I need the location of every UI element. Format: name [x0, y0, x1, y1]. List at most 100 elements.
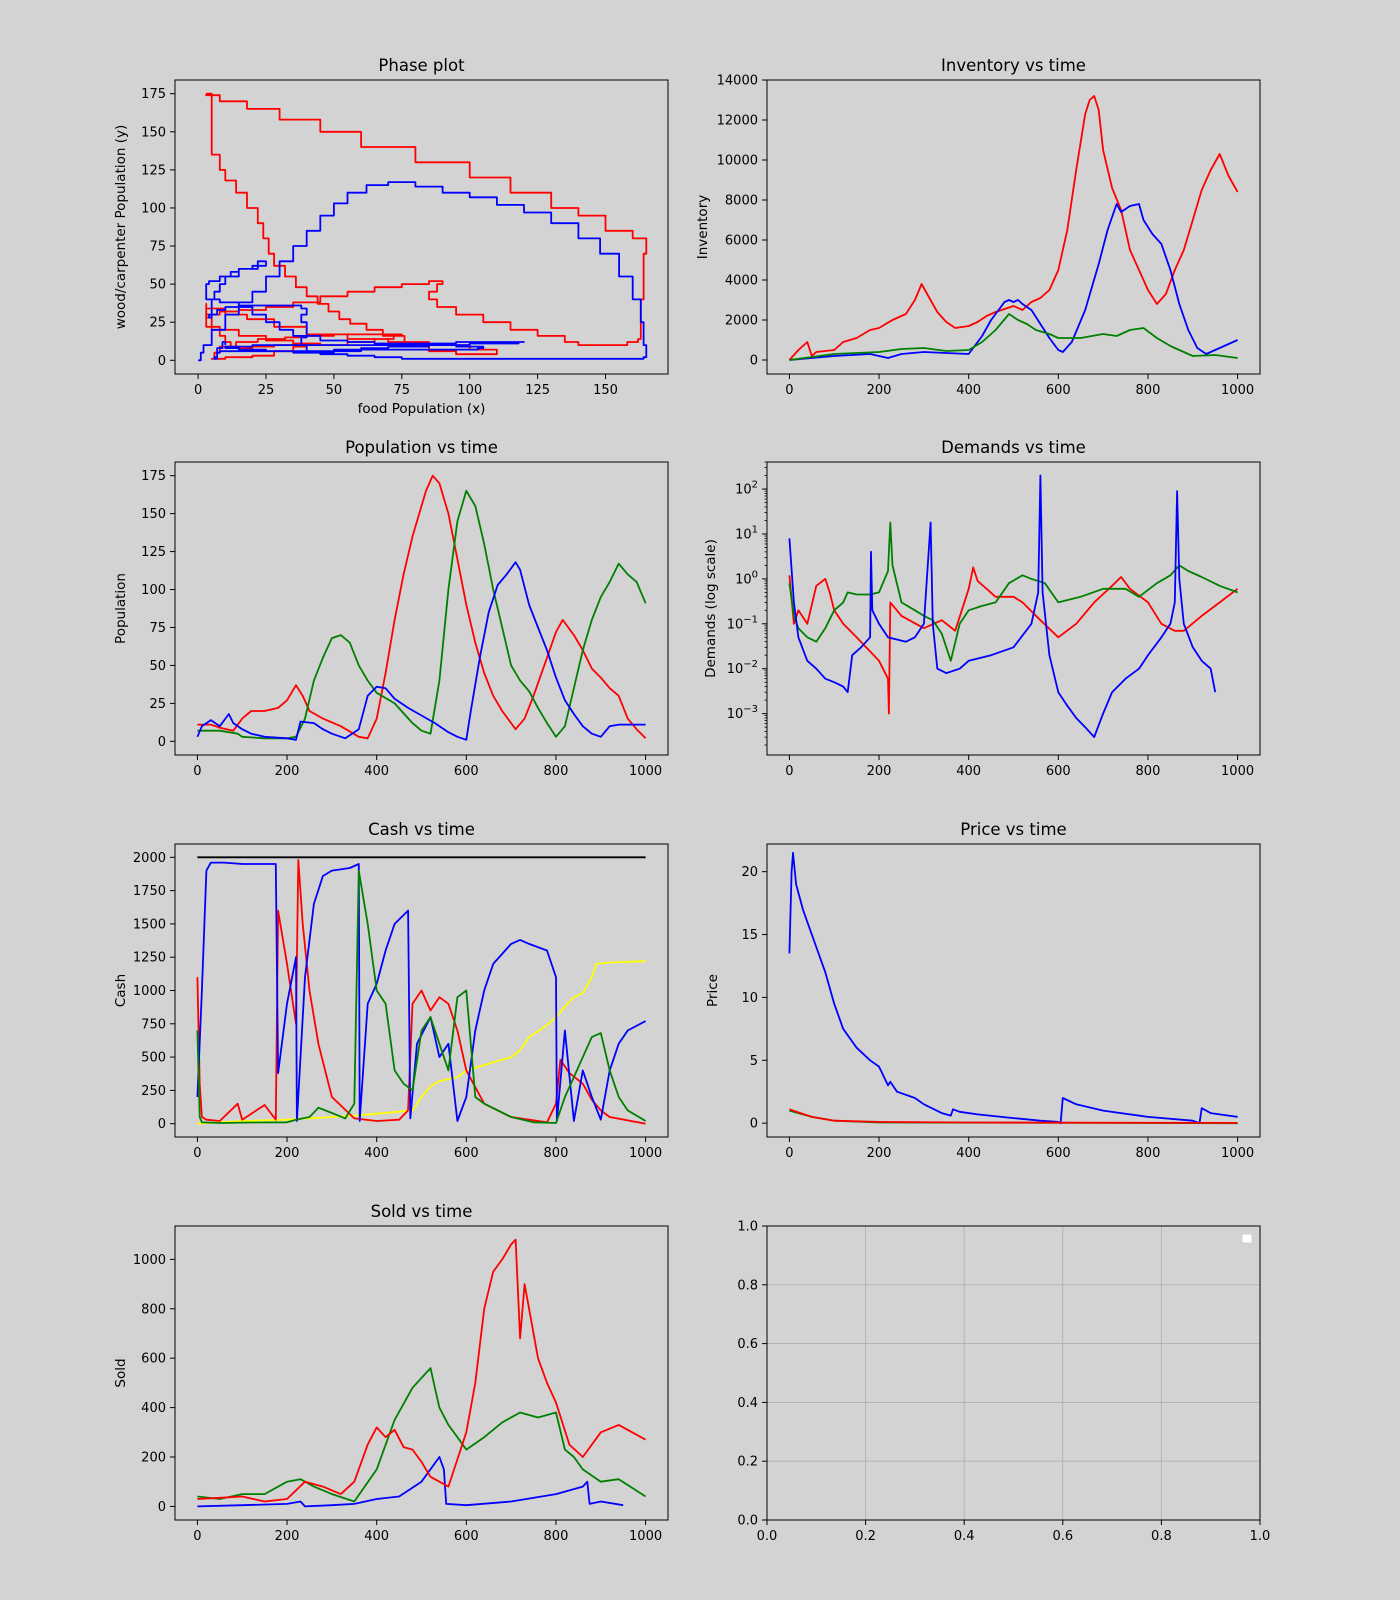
plot-area: [767, 844, 1260, 1137]
y-axis-label: Price: [705, 974, 721, 1007]
y-tick-label: 100: [141, 583, 166, 598]
y-tick-label: 1250: [133, 951, 166, 966]
x-tick-label: 1.0: [1250, 1529, 1271, 1544]
x-tick-label: 200: [867, 764, 892, 779]
y-tick-label: 4000: [725, 274, 758, 289]
y-tick-label: 10000: [717, 154, 758, 169]
panel-title: Population vs time: [345, 438, 498, 457]
x-tick-label: 0.6: [1052, 1529, 1073, 1544]
series-line-3: [788, 474, 1217, 738]
x-tick-label: 25: [258, 383, 275, 398]
panel-population: 0 200 400 600 800 1000 0 25 50 75 100 125 150 175 Popu…: [113, 438, 669, 779]
y-tick-label: 6000: [725, 234, 758, 249]
plot-area: [767, 1226, 1260, 1520]
y-tick-label: 1.0: [737, 1220, 758, 1235]
x-tick-label: 800: [544, 764, 569, 779]
x-axis-label: food Population (x): [358, 401, 486, 417]
y-tick-label: 20: [741, 865, 758, 880]
y-tick-label: 0.6: [737, 1337, 758, 1352]
panel-demands: 0 200 400 600 800 100010−310−210−1100101102De…: [703, 438, 1261, 779]
y-tick-label: 1500: [133, 917, 166, 932]
series-line-3: [197, 1238, 647, 1503]
y-tick-label: 0.4: [737, 1396, 758, 1411]
y-tick-label: 0.8: [737, 1278, 758, 1293]
x-tick-label: 400: [956, 1146, 981, 1161]
x-tick-label: 200: [275, 1146, 300, 1161]
y-axis-label: Sold: [113, 1358, 129, 1387]
x-tick-label: 50: [326, 383, 343, 398]
y-tick-label: 5: [750, 1054, 758, 1069]
series-line-2: [197, 960, 646, 1125]
x-tick-label: 800: [544, 1529, 569, 1544]
series-line-5: [196, 869, 647, 1124]
x-tick-label: 600: [454, 1529, 479, 1544]
y-tick-label: 0: [158, 735, 166, 750]
y-tick-label: 500: [141, 1051, 166, 1066]
y-tick-label: 1750: [133, 884, 166, 899]
series-line-1: [197, 474, 647, 740]
x-tick-label: 100: [457, 383, 482, 398]
y-tick-exponent: 0: [752, 569, 758, 580]
x-tick-label: 1000: [629, 764, 662, 779]
y-axis-label: Demands (log scale): [703, 539, 719, 678]
y-tick-exponent: 1: [752, 524, 758, 535]
x-tick-label: 800: [544, 1146, 569, 1161]
y-tick-label: 12000: [717, 114, 758, 129]
x-tick-label: 600: [454, 1146, 479, 1161]
x-tick-label: 0.2: [855, 1529, 876, 1544]
x-tick-label: 600: [454, 764, 479, 779]
y-tick-label: 0: [158, 1117, 166, 1132]
panel-title: Price vs time: [960, 820, 1066, 839]
x-tick-label: 200: [275, 1529, 300, 1544]
axes-frame: [174, 461, 669, 756]
axes-frame: [174, 1225, 669, 1521]
series-line-2: [788, 521, 1238, 662]
y-tick-label: 600: [141, 1352, 166, 1367]
axes-frame: [766, 1225, 1261, 1521]
x-tick-label: 150: [593, 383, 618, 398]
panel-empty: 0.0 0.2 0.4 0.6 0.8 1.0 0.0 0.2 0.4 0.6 0.8 1.0: [737, 1220, 1270, 1545]
x-tick-label: 200: [867, 1146, 892, 1161]
axes-frame: [766, 843, 1261, 1138]
panel-phase: 0 25 50 75 100 125 150 0 25 50 75 100 125 150 175 Phase…: [113, 56, 669, 417]
axes-frame: [766, 79, 1261, 375]
x-tick-label: 800: [1136, 383, 1161, 398]
x-tick-label: 0.4: [954, 1529, 975, 1544]
series-line-3: [196, 561, 646, 741]
panel-sold: 0 200 400 600 800 1000 0 200 400 600 800 1000 Sold v…: [113, 1202, 669, 1544]
y-tick-label: 8000: [725, 194, 758, 209]
x-tick-label: 125: [525, 383, 550, 398]
y-tick-label: 1000: [133, 1253, 166, 1268]
x-tick-label: 400: [364, 764, 389, 779]
y-tick-label: 175: [141, 87, 166, 102]
y-tick-label: 50: [149, 278, 166, 293]
plot-area: [175, 80, 668, 374]
x-tick-label: 600: [1046, 383, 1071, 398]
y-tick-label: 75: [149, 621, 166, 636]
x-tick-label: 800: [1136, 764, 1161, 779]
y-tick-label: 200: [141, 1451, 166, 1466]
x-tick-label: 400: [956, 764, 981, 779]
legend-box: [1241, 1233, 1253, 1244]
x-tick-label: 600: [1046, 1146, 1071, 1161]
panel-title: Cash vs time: [368, 820, 475, 839]
x-tick-label: 1000: [629, 1146, 662, 1161]
y-tick-exponent: −3: [743, 704, 758, 715]
y-tick-label: 1000: [133, 984, 166, 999]
x-tick-label: 1000: [629, 1529, 662, 1544]
panel-cash: 0 200 400 600 800 1000 0 250 500 750 1000 1250 1500 1…: [113, 820, 669, 1161]
series-line-2: [197, 1367, 647, 1503]
x-tick-label: 400: [364, 1529, 389, 1544]
axes-frame: [766, 461, 1261, 756]
y-tick-label: 0: [158, 354, 166, 369]
y-tick-label: 250: [141, 1084, 166, 1099]
series-line-1: [788, 566, 1239, 715]
x-tick-label: 0: [194, 383, 202, 398]
y-tick-label: 750: [141, 1017, 166, 1032]
y-tick-label: 2000: [725, 314, 758, 329]
y-tick-label: 150: [141, 507, 166, 522]
x-tick-label: 400: [364, 1146, 389, 1161]
y-axis-label: Cash: [113, 974, 129, 1007]
x-tick-label: 0: [193, 764, 201, 779]
